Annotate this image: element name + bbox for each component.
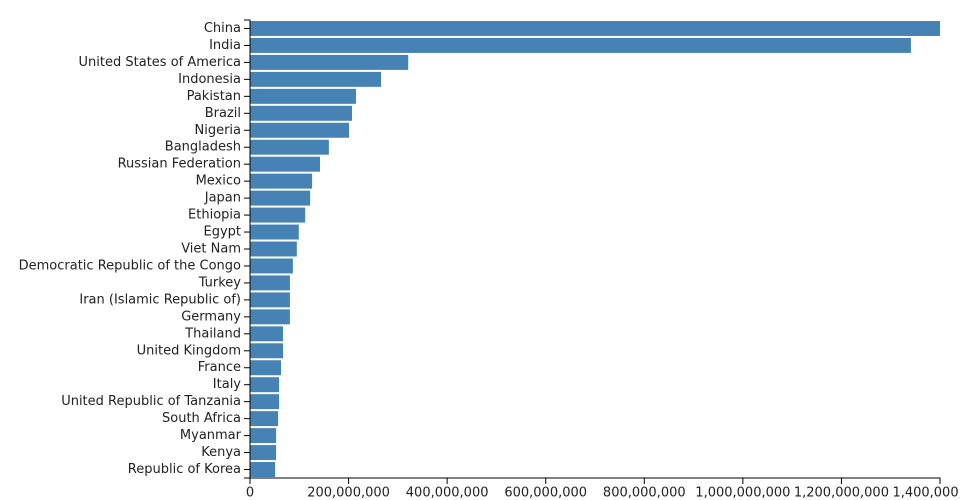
bar <box>250 139 329 155</box>
x-tick-label: 400,000,000 <box>406 486 489 500</box>
x-tick-label: 1,400,000,000 <box>892 486 960 500</box>
y-tick-label: Myanmar <box>180 428 242 443</box>
y-tick-label: Viet Nam <box>181 242 241 257</box>
bar <box>250 275 290 291</box>
y-tick-label: Japan <box>204 191 241 206</box>
bar <box>250 445 277 461</box>
bar <box>250 360 282 376</box>
x-tick-label: 200,000,000 <box>307 486 390 500</box>
bar <box>250 122 350 138</box>
y-tick-label: Indonesia <box>178 72 241 87</box>
y-tick-label: Democratic Republic of the Congo <box>19 258 241 273</box>
y-tick-label: Mexico <box>196 174 241 189</box>
bar <box>250 428 277 444</box>
y-tick-label: Turkey <box>198 275 242 290</box>
x-tick-label: 800,000,000 <box>603 486 686 500</box>
y-tick-label: Germany <box>181 309 241 324</box>
y-tick-label: Bangladesh <box>165 140 241 155</box>
bar <box>250 224 299 240</box>
bar <box>250 309 290 325</box>
y-tick-label: Ethiopia <box>188 208 241 223</box>
y-tick-label: Egypt <box>203 225 241 240</box>
bar <box>250 173 313 189</box>
bar <box>250 411 279 427</box>
x-tick-label: 600,000,000 <box>504 486 587 500</box>
y-tick-label: France <box>198 360 241 375</box>
bar <box>250 156 320 172</box>
bar <box>250 377 280 393</box>
y-tick-label: China <box>204 21 241 36</box>
y-tick-label: Russian Federation <box>118 157 241 172</box>
y-axis <box>244 19 251 479</box>
bar <box>250 71 382 87</box>
bar <box>250 343 284 359</box>
bar <box>250 292 290 308</box>
bar <box>250 258 293 274</box>
x-tick-label: 1,200,000,000 <box>794 486 889 500</box>
y-tick-label: India <box>209 38 241 53</box>
bar <box>250 207 306 223</box>
y-tick-label: United Republic of Tanzania <box>61 394 241 409</box>
x-tick-label: 1,000,000,000 <box>695 486 790 500</box>
y-tick-label: Nigeria <box>194 123 241 138</box>
y-tick-label: Pakistan <box>187 89 241 104</box>
y-tick-label: United States of America <box>79 55 241 70</box>
bar <box>250 462 276 477</box>
bar <box>250 37 911 53</box>
x-tick-label: 0 <box>246 486 254 500</box>
bar <box>250 326 284 342</box>
y-tick-label: Thailand <box>184 326 241 341</box>
x-axis <box>249 477 941 484</box>
bar <box>250 54 409 70</box>
bar <box>250 394 280 410</box>
y-tick-label: Italy <box>213 377 242 392</box>
y-tick-label: Brazil <box>205 106 241 121</box>
bar <box>250 88 356 104</box>
bar <box>250 190 311 206</box>
y-tick-label: Republic of Korea <box>128 462 241 477</box>
y-tick-label: Kenya <box>201 445 241 460</box>
y-tick-label: United Kingdom <box>137 343 241 358</box>
y-tick-label: South Africa <box>162 411 241 426</box>
y-tick-label: Iran (Islamic Republic of) <box>79 292 241 307</box>
bar <box>250 21 940 36</box>
bar <box>250 241 297 257</box>
bar <box>250 105 353 121</box>
